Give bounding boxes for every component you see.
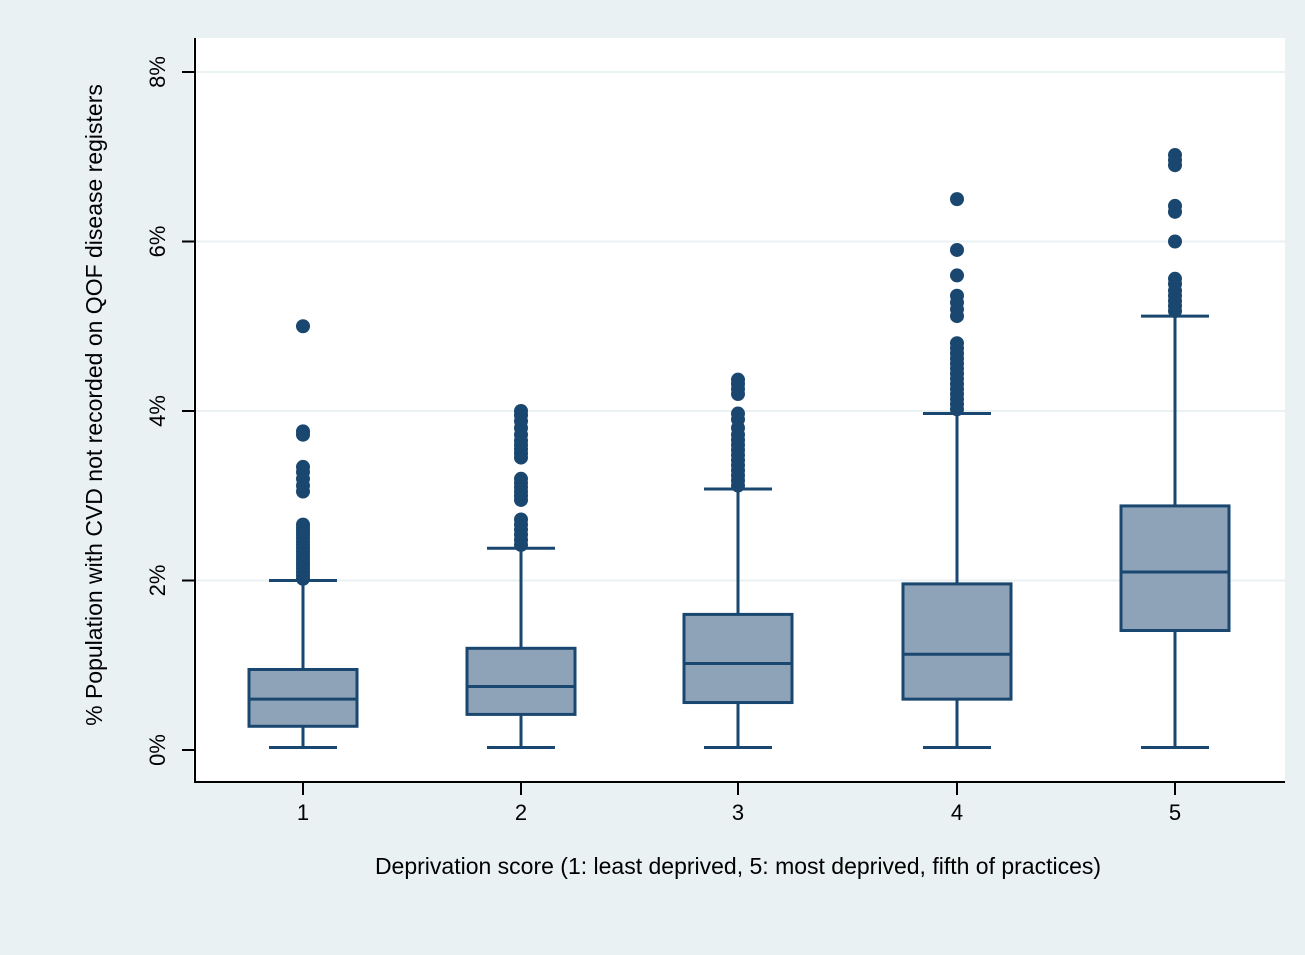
outlier-point-1-23 [296, 424, 310, 439]
outlier-point-3-17 [731, 372, 745, 387]
outlier-point-5-12 [1168, 148, 1182, 163]
y-tick-label-0: 0% [145, 734, 170, 766]
outlier-point-2-21 [514, 404, 528, 418]
outlier-point-4-20 [950, 192, 964, 207]
box-4 [901, 582, 1013, 701]
box-group-5 [1119, 148, 1231, 749]
y-axis-title: % Population with CVD not recorded on QO… [81, 84, 107, 726]
x-tick-label-5: 5 [1169, 800, 1181, 825]
x-tick-label-3: 3 [732, 800, 744, 825]
outlier-point-5-7 [1168, 234, 1182, 249]
boxes [247, 148, 1231, 749]
outlier-point-5-6 [1168, 271, 1182, 286]
box-group-4 [901, 192, 1013, 749]
outlier-point-1-24 [296, 319, 310, 334]
outlier-point-1-21 [296, 459, 310, 474]
box-group-1 [247, 319, 359, 749]
outlier-point-4-17 [950, 288, 964, 303]
outlier-point-2-11 [514, 471, 528, 486]
y-tick-label-6: 6% [145, 226, 170, 258]
y-tick-label-8: 8% [145, 56, 170, 88]
box-group-3 [682, 372, 794, 749]
outlier-point-4-19 [950, 242, 964, 257]
x-tick-label-2: 2 [515, 800, 527, 825]
y-axis-ticks: 0% 2% 4% 6% 8% [145, 56, 195, 766]
x-axis-ticks: 1 2 3 4 5 [297, 782, 1181, 825]
outlier-point-1-16 [296, 517, 310, 532]
box-2 [465, 646, 577, 716]
box-5 [1119, 504, 1231, 633]
outlier-point-5-9 [1168, 198, 1182, 213]
y-tick-label-4: 4% [145, 395, 170, 427]
x-axis-title: Deprivation score (1: least deprived, 5:… [375, 853, 1101, 879]
outlier-point-4-13 [950, 336, 964, 351]
x-tick-label-1: 1 [297, 800, 309, 825]
box-group-2 [465, 404, 577, 749]
outlier-point-2-5 [514, 512, 528, 527]
outlier-point-4-18 [950, 268, 964, 283]
x-tick-label-4: 4 [951, 800, 963, 825]
box-3 [682, 612, 794, 705]
y-tick-label-2: 2% [145, 565, 170, 597]
outlier-point-3-13 [731, 406, 745, 421]
